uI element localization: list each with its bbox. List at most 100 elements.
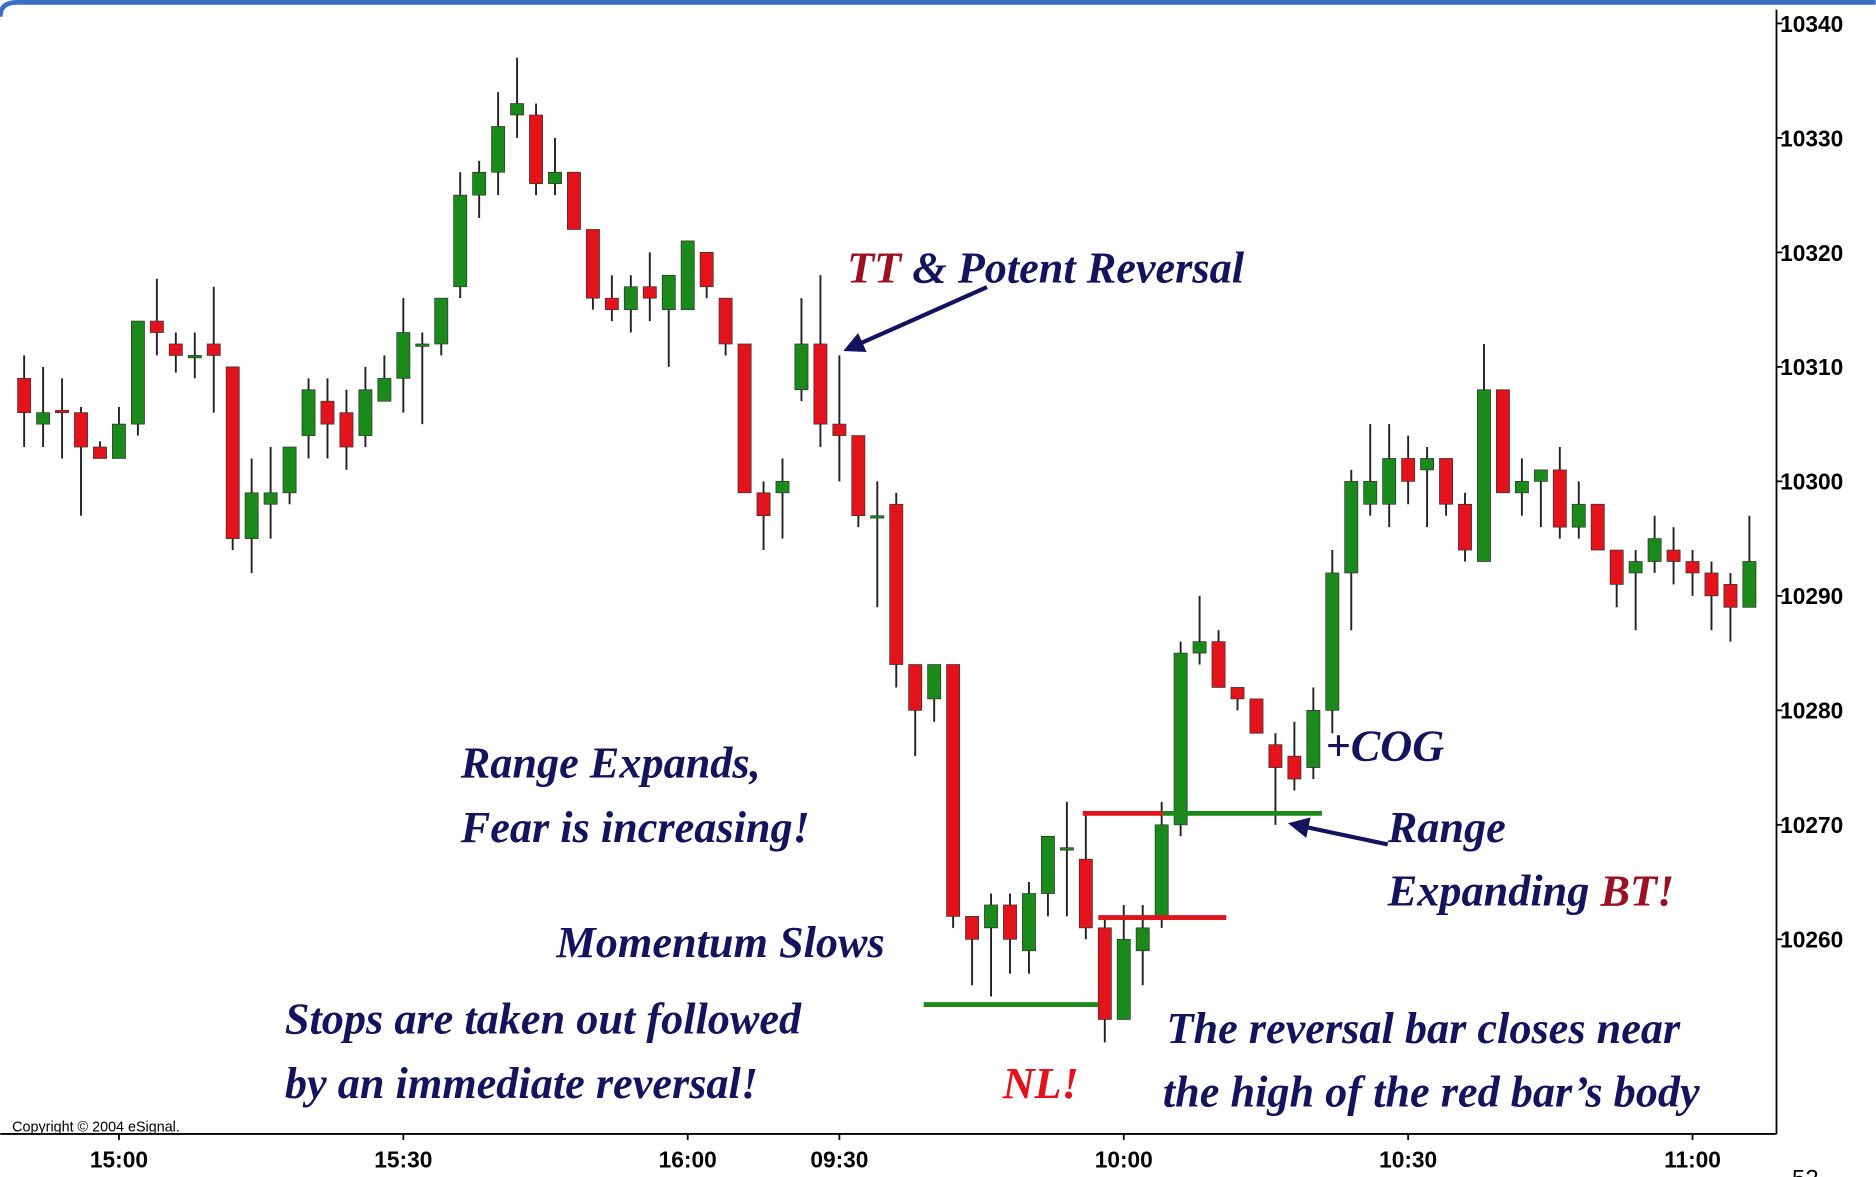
candle-body <box>301 389 316 436</box>
candle-body <box>1666 549 1681 562</box>
candle-body <box>1154 824 1169 917</box>
candle-body <box>1514 481 1529 494</box>
candle-body <box>908 664 923 711</box>
candle-body <box>567 171 581 230</box>
candle-body <box>415 343 430 347</box>
candle-body <box>1059 847 1074 851</box>
candle-body <box>946 664 961 917</box>
candle-body <box>965 916 980 940</box>
candle-body <box>984 904 998 929</box>
candle-body <box>1135 927 1150 952</box>
candle-body <box>1040 835 1055 894</box>
annotation: Range Expands, <box>460 738 761 787</box>
candle-body <box>206 343 221 356</box>
x-tick-label: 15:30 <box>374 1146 432 1172</box>
candle-body <box>832 423 847 436</box>
candle-body <box>927 664 942 700</box>
candle-body <box>623 286 638 310</box>
candle-body <box>642 286 657 299</box>
annotation: Range <box>1387 803 1506 852</box>
candle-body <box>680 240 695 310</box>
candle-body <box>1477 389 1491 562</box>
candle-body <box>168 343 183 356</box>
annotation-part: Range <box>1387 803 1506 852</box>
candle-body <box>1078 858 1093 929</box>
annotation: Expanding BT! <box>1387 866 1674 915</box>
candle-body <box>889 503 904 665</box>
candle-body <box>585 229 600 299</box>
candle-body <box>1723 584 1738 608</box>
candle-body <box>263 492 278 505</box>
candle-body <box>282 446 297 494</box>
x-tick-label: 15:00 <box>90 1146 148 1172</box>
annotation-part: Momentum Slows <box>555 918 884 967</box>
candle-body <box>1325 572 1340 711</box>
y-tick-label: 10320 <box>1780 240 1843 266</box>
candle-body <box>396 332 411 379</box>
x-tick-label: 09:30 <box>810 1146 868 1172</box>
annotation: Stops are taken out followed <box>285 994 802 1043</box>
annotation: +COG <box>1326 722 1445 771</box>
annotation-part: Fear is increasing! <box>460 803 810 852</box>
candle-body <box>1590 503 1605 551</box>
candle-body <box>1003 904 1017 940</box>
candle-body <box>434 297 449 345</box>
candle-body <box>775 481 790 494</box>
candle-body <box>548 171 562 185</box>
candle-body <box>453 194 468 288</box>
y-tick-label: 10340 <box>1780 11 1843 37</box>
candle-body <box>1249 698 1264 734</box>
candle-body <box>112 423 126 459</box>
candle-body <box>813 343 828 425</box>
candle-body <box>55 410 70 414</box>
candle-body <box>358 389 373 436</box>
y-tick-label: 10300 <box>1780 469 1843 495</box>
candle-body <box>244 492 259 539</box>
y-tick-label: 10310 <box>1780 354 1843 380</box>
candle-body <box>1552 469 1567 528</box>
y-tick-label: 10290 <box>1780 583 1843 609</box>
annotation: The reversal bar closes near <box>1166 1004 1681 1053</box>
candle-body <box>1685 561 1700 574</box>
candle-body <box>1609 549 1624 585</box>
candle-body <box>1022 893 1036 952</box>
candle-body <box>1439 458 1453 505</box>
candle-body <box>870 515 885 519</box>
candle-body <box>1420 458 1435 471</box>
page-number: 52 <box>1792 1166 1819 1177</box>
arrow <box>1287 817 1389 847</box>
annotation-part: BT! <box>1599 866 1674 915</box>
candle-body <box>756 492 771 517</box>
candle-body <box>1571 503 1586 528</box>
candle-body <box>1268 744 1283 768</box>
candle-body <box>187 355 202 359</box>
annotation: Fear is increasing! <box>460 803 810 852</box>
candle-body <box>1458 503 1472 551</box>
annotation-part: TT <box>847 243 903 292</box>
x-tick-label: 16:00 <box>659 1146 717 1172</box>
annotation: the high of the red bar’s body <box>1163 1067 1700 1116</box>
candle-body <box>1401 458 1416 482</box>
candle-body <box>529 114 543 185</box>
candle-body <box>851 435 866 517</box>
candle-body <box>1287 755 1302 780</box>
candle-body <box>1097 927 1112 1020</box>
candle-body <box>1533 469 1548 482</box>
annotation-part: & Potent Reversal <box>901 243 1245 292</box>
annotation-part: Range Expands, <box>460 738 761 787</box>
candle-body <box>604 297 619 310</box>
candle-body <box>699 252 714 288</box>
candle-body <box>737 343 752 494</box>
candle-body <box>93 446 107 459</box>
window-frame <box>0 0 1876 17</box>
candle-body <box>1192 641 1207 654</box>
candle-body <box>17 377 32 414</box>
candle-body <box>1382 458 1397 505</box>
candle-body <box>74 412 88 448</box>
candle-body <box>661 274 676 310</box>
annotation: Momentum Slows <box>555 918 884 967</box>
y-tick-label: 10330 <box>1780 125 1843 151</box>
x-tick-label: 11:00 <box>1664 1146 1721 1172</box>
candle-body <box>377 377 392 402</box>
candle-body <box>130 320 145 425</box>
